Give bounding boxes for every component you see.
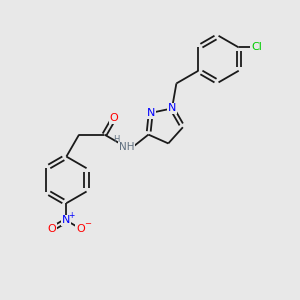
Text: O: O: [48, 224, 56, 234]
Text: H: H: [113, 135, 119, 144]
Text: O: O: [110, 113, 118, 123]
Text: N: N: [62, 215, 70, 226]
Text: −: −: [84, 219, 91, 228]
Text: O: O: [76, 224, 85, 234]
Text: +: +: [69, 211, 75, 220]
Text: NH: NH: [119, 142, 134, 152]
Text: N: N: [168, 103, 176, 113]
Text: Cl: Cl: [251, 42, 262, 52]
Text: N: N: [146, 108, 155, 118]
